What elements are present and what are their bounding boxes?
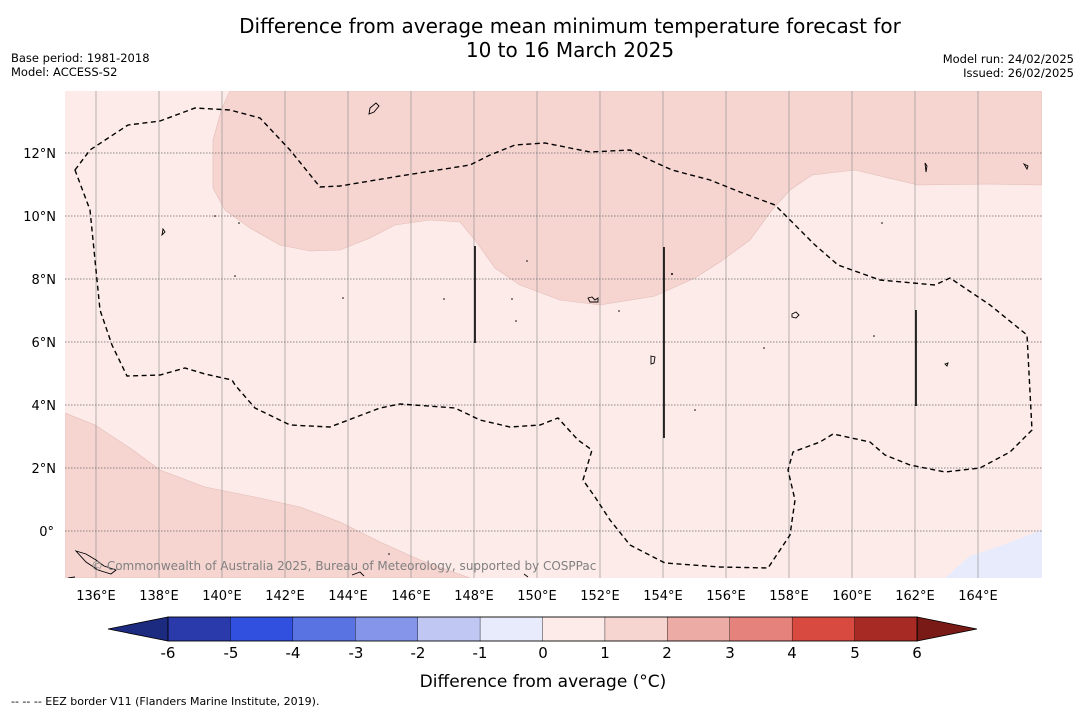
lat-label: 0°: [39, 525, 54, 540]
anomaly-region-minus1-to-0-southeast: [945, 530, 1042, 578]
colorbar-tick: 4: [787, 644, 797, 662]
colorbar-bin: [167, 616, 232, 642]
islands: [67, 102, 1029, 578]
model-name: Model: ACCESS-S2: [11, 65, 118, 79]
colorbar-tick: 0: [538, 644, 548, 662]
lon-label: 164°E: [958, 589, 998, 604]
lon-label: 154°E: [643, 589, 683, 604]
colorbar-bin: [854, 616, 918, 642]
island-dots: [214, 215, 883, 555]
issued-date: Issued: 26/02/2025: [963, 66, 1074, 80]
eez-borders: [74, 107, 1033, 569]
lat-label: 10°N: [23, 210, 56, 225]
colorbar-tick: 3: [725, 644, 735, 662]
lon-label: 150°E: [517, 589, 557, 604]
colorbar-tick: -6: [161, 644, 176, 662]
colorbar-bin: [417, 616, 481, 642]
colorbar-tick: -1: [473, 644, 488, 662]
lon-label: 152°E: [580, 589, 620, 604]
lon-label: 146°E: [391, 589, 431, 604]
copyright-notice: © Commonwealth of Australia 2025, Bureau…: [91, 559, 596, 573]
lon-label: 160°E: [832, 589, 872, 604]
colorbar-tick: -4: [286, 644, 301, 662]
metadata-right: Model run: 24/02/2025 Issued: 26/02/2025: [943, 52, 1074, 80]
anomaly-region-1-to-2-southwest: [65, 412, 471, 578]
colorbar-tick: -3: [349, 644, 364, 662]
colorbar-tick: -5: [224, 644, 239, 662]
lat-label: 12°N: [23, 147, 56, 162]
colorbar-bin: [729, 616, 793, 642]
colorbar-ticks: -6 -5 -4 -3 -2 -1 0 1 2 3 4 5 6: [161, 644, 922, 662]
latitude-axis: 12°N 10°N 8°N 6°N 4°N 2°N 0°: [23, 147, 56, 540]
lat-label: 8°N: [32, 273, 57, 288]
colorbar-tick: 2: [662, 644, 672, 662]
anomaly-region-1-to-2-north: [212, 91, 1042, 306]
lon-label: 148°E: [454, 589, 494, 604]
metadata-left: Base period: 1981-2018 Model: ACCESS-S2: [11, 51, 150, 79]
colorbar-over-triangle: [916, 616, 978, 642]
map-panel: © Commonwealth of Australia 2025, Bureau…: [65, 91, 1042, 578]
longitude-axis: 136°E 138°E 140°E 142°E 144°E 146°E 148°…: [76, 589, 998, 604]
colorbar-bin: [230, 616, 294, 642]
colorbar-bins: [167, 616, 918, 642]
colorbar: -6 -5 -4 -3 -2 -1 0 1 2 3 4 5 6 Differen…: [107, 616, 978, 692]
colorbar-tick: -2: [411, 644, 426, 662]
colorbar-outline: [167, 616, 918, 642]
colorbar-bin: [604, 616, 669, 642]
latitude-gridlines: [65, 152, 1042, 532]
model-run: Model run: 24/02/2025: [942, 52, 1074, 66]
title-line-2: 10 to 16 March 2025: [465, 38, 675, 62]
colorbar-tick: 5: [850, 644, 860, 662]
lon-label: 162°E: [895, 589, 935, 604]
lat-label: 6°N: [32, 336, 57, 351]
lon-label: 142°E: [265, 589, 305, 604]
lon-label: 144°E: [328, 589, 368, 604]
lon-label: 138°E: [139, 589, 179, 604]
longitude-gridlines: [95, 91, 979, 578]
title-line-1: Difference from average mean minimum tem…: [239, 14, 901, 38]
map-title: Difference from average mean minimum tem…: [170, 14, 970, 62]
eez-border-west: [74, 107, 1033, 569]
colorbar-bin: [479, 616, 544, 642]
lon-label: 136°E: [76, 589, 116, 604]
base-period: Base period: 1981-2018: [11, 51, 150, 65]
colorbar-label: Difference from average (°C): [420, 672, 667, 692]
lon-label: 140°E: [202, 589, 242, 604]
lat-label: 4°N: [32, 399, 57, 414]
eez-legend-note: -- -- -- EEZ border V11 (Flanders Marine…: [11, 695, 320, 708]
lat-label: 2°N: [32, 462, 57, 477]
colorbar-bin: [791, 616, 856, 642]
colorbar-bin: [667, 616, 731, 642]
lon-label: 156°E: [706, 589, 746, 604]
colorbar-bin: [355, 616, 419, 642]
colorbar-tick: 6: [912, 644, 922, 662]
eez-segments: [474, 246, 917, 438]
colorbar-bin: [292, 616, 356, 642]
colorbar-tick: 1: [600, 644, 610, 662]
colorbar-bin: [542, 616, 606, 642]
lon-label: 158°E: [769, 589, 809, 604]
colorbar-under-triangle: [107, 616, 169, 642]
